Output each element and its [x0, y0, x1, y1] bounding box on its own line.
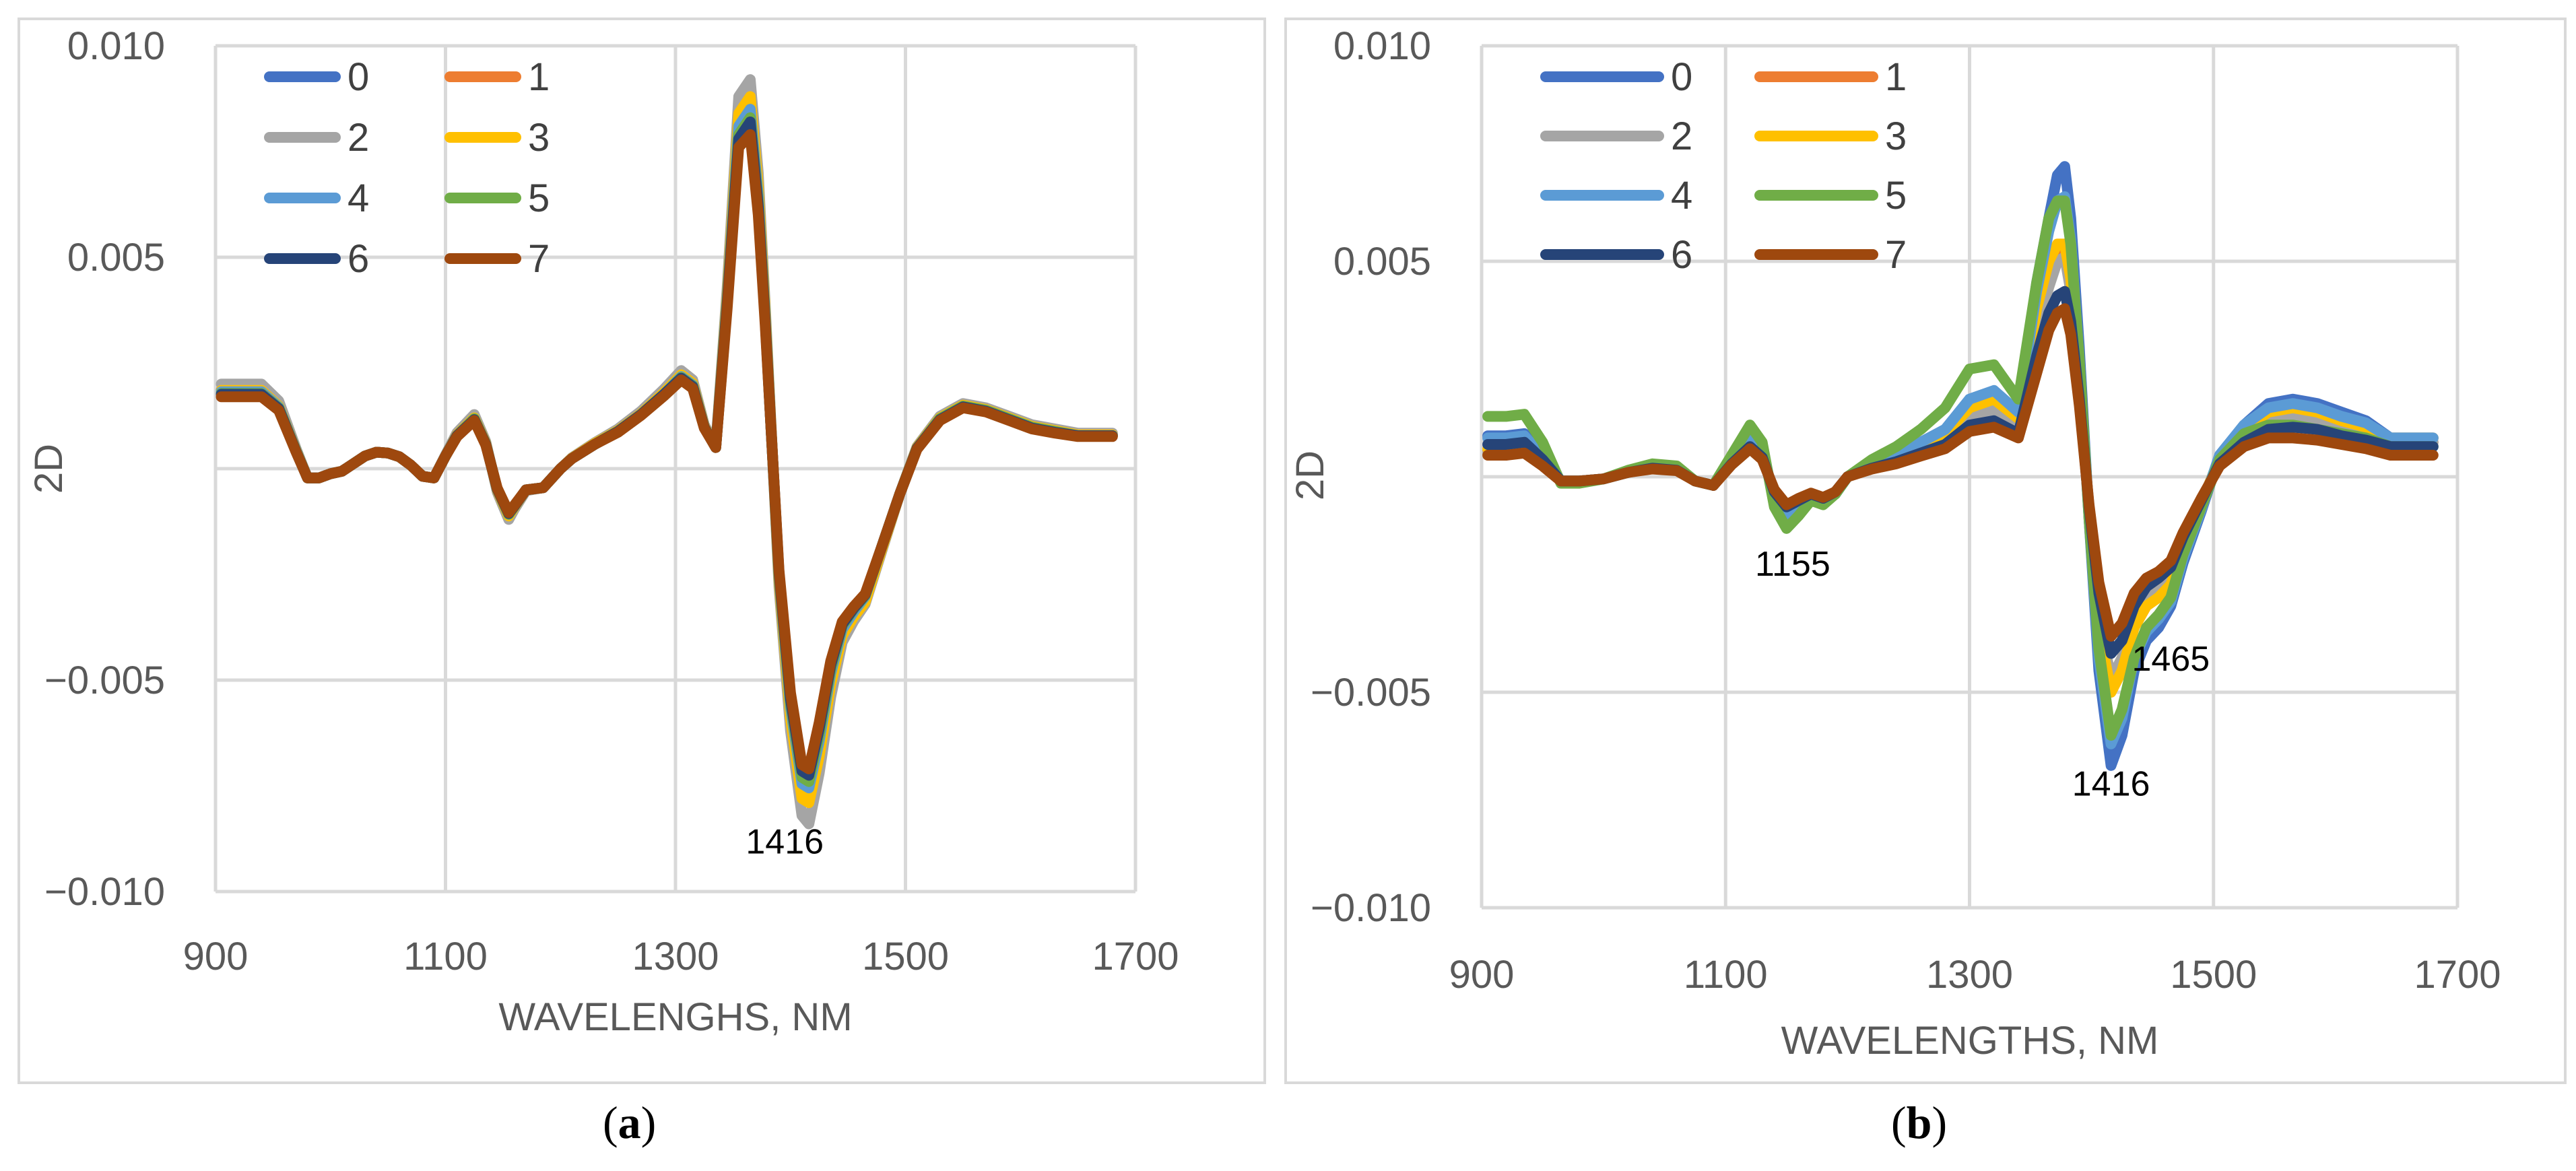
annotation-label: 1155 — [1755, 545, 1830, 584]
caption-b-close: ) — [1931, 1097, 1948, 1148]
y-tick-label: 0.010 — [1333, 24, 1431, 68]
chart-b-frame — [1284, 18, 2567, 1084]
chart-b-ylabel: 2D — [1288, 450, 1332, 500]
legend-label-5: 5 — [528, 176, 550, 220]
x-tick-label: 1500 — [862, 935, 949, 978]
x-tick-label: 900 — [183, 935, 249, 978]
series-line-7 — [216, 129, 1118, 774]
x-tick-label: 900 — [1449, 953, 1515, 997]
legend-label-6: 6 — [348, 237, 369, 281]
x-tick-label: 1700 — [2414, 953, 2501, 997]
caption-a-close: ) — [640, 1097, 657, 1148]
legend-label-2: 2 — [1671, 114, 1692, 158]
caption-b-letter: b — [1906, 1097, 1932, 1148]
legend-label-3: 3 — [528, 116, 550, 160]
chart-b-xlabel: WAVELENGTHS, NM — [1781, 1019, 2159, 1063]
series-line-7 — [1482, 303, 2439, 642]
legend-label-4: 4 — [1671, 174, 1692, 218]
chart-a-xlabel: WAVELENGHS, NM — [498, 995, 852, 1039]
legend-label-1: 1 — [1885, 55, 1907, 99]
chart-panel-b: 0.010 0.005 −0.005 −0.010 900 1100 1300 1500 17… — [1284, 0, 2576, 1089]
legend-label-3: 3 — [1885, 114, 1907, 158]
caption-a-letter: a — [618, 1097, 641, 1148]
annotation-label: 1465 — [2132, 640, 2210, 679]
caption-a: (a) — [603, 1096, 656, 1149]
y-tick-label: −0.005 — [1311, 671, 1431, 714]
x-tick-label: 1700 — [1092, 935, 1179, 978]
x-tick-label: 1100 — [403, 935, 488, 978]
x-tick-label: 1300 — [1926, 953, 2013, 997]
y-tick-label: −0.010 — [44, 870, 165, 914]
legend-label-4: 4 — [348, 176, 369, 220]
chart-panel-a: 0.010 0.005 −0.005 −0.010 900 1100 1300 1500 17… — [0, 0, 1280, 1089]
legend-label-6: 6 — [1671, 233, 1692, 277]
y-tick-label: 0.005 — [1333, 240, 1431, 283]
chart-a-ylabel: 2D — [27, 444, 71, 494]
legend-label-5: 5 — [1885, 174, 1907, 218]
y-tick-label: 0.010 — [67, 24, 165, 68]
legend-label-2: 2 — [348, 116, 369, 160]
y-tick-label: 0.005 — [67, 236, 165, 279]
annotation-label: 1416 — [746, 822, 824, 861]
caption-b: (b) — [1891, 1096, 1947, 1149]
chart-a-frame — [18, 18, 1266, 1084]
x-tick-label: 1500 — [2170, 953, 2257, 997]
legend-label-1: 1 — [528, 55, 550, 99]
legend-label-7: 7 — [1885, 233, 1907, 277]
caption-b-open: ( — [1891, 1097, 1907, 1148]
x-tick-label: 1300 — [632, 935, 719, 978]
x-tick-label: 1100 — [1684, 953, 1768, 997]
legend-label-7: 7 — [528, 237, 550, 281]
caption-a-open: ( — [603, 1097, 618, 1148]
y-tick-label: −0.005 — [44, 659, 165, 702]
legend-label-0: 0 — [1671, 55, 1692, 99]
annotation-label: 1416 — [2072, 765, 2150, 804]
legend-label-0: 0 — [348, 55, 369, 99]
y-tick-label: −0.010 — [1311, 886, 1431, 930]
